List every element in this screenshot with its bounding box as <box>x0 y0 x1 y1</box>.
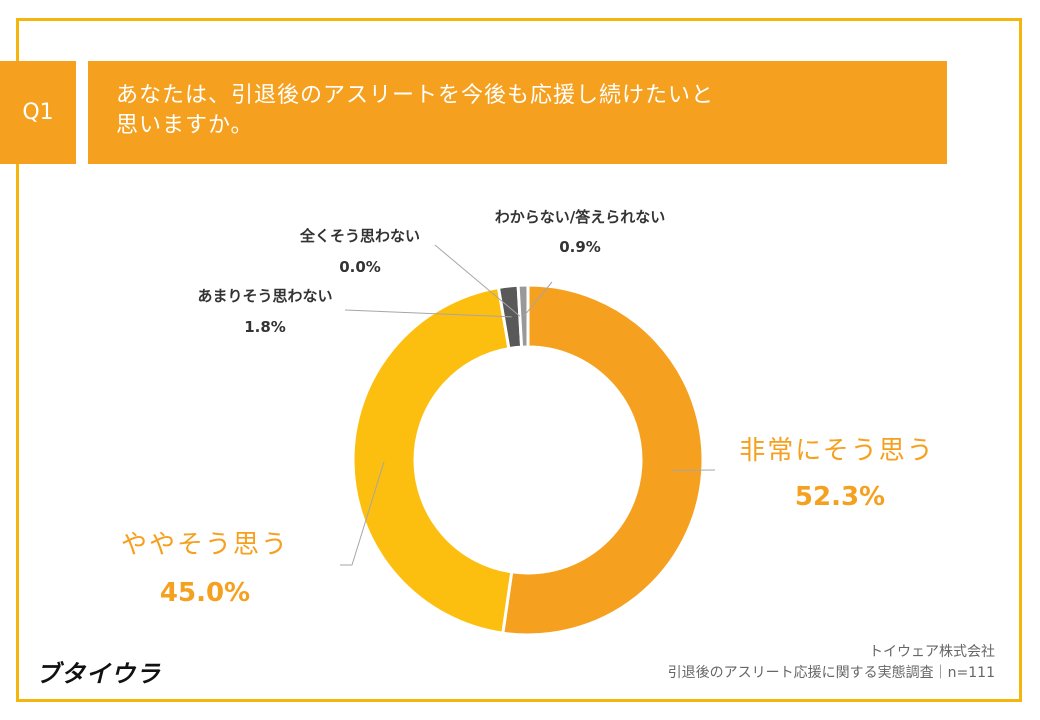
label-very-much: 非常にそう思う <box>739 436 935 466</box>
label-somewhat: ややそう思う <box>120 530 289 560</box>
leader-not-much <box>344 309 512 318</box>
brand-logo: ブタイウラ <box>36 660 161 688</box>
leader-somewhat <box>340 461 385 566</box>
slice-somewhat <box>351 285 514 635</box>
value-very-much: 52.3% <box>794 482 886 512</box>
question-banner: あなたは、引退後のアスリートを今後も応援し続けたいと 思いますか。 <box>88 61 947 164</box>
question-text-line1: あなたは、引退後のアスリートを今後も応援し続けたいと <box>116 83 715 108</box>
source-survey: 引退後のアスリート応援に関する実態調査｜n=111 <box>667 665 995 681</box>
leader-not-at-all <box>434 244 521 317</box>
slice-very-much <box>501 283 705 637</box>
label-dont-know: わからない/答えられない <box>494 208 666 226</box>
source-note: トイウェア株式会社 引退後のアスリート応援に関する実態調査｜n=111 <box>668 642 995 684</box>
value-somewhat: 45.0% <box>159 578 251 608</box>
question-text-line2: 思いますか。 <box>116 113 254 138</box>
value-not-much: 1.8% <box>244 318 286 336</box>
source-company: トイウェア株式会社 <box>869 644 995 660</box>
question-number-tag: Q1 <box>0 61 76 164</box>
value-dont-know: 0.9% <box>559 238 601 256</box>
label-not-much: あまりそう思わない <box>197 287 333 305</box>
chart-frame <box>16 18 1022 702</box>
value-not-at-all: 0.0% <box>339 258 381 276</box>
slice-dont-know <box>516 283 530 349</box>
label-not-at-all: 全くそう思わない <box>299 227 420 245</box>
leader-dont-know <box>523 281 553 317</box>
